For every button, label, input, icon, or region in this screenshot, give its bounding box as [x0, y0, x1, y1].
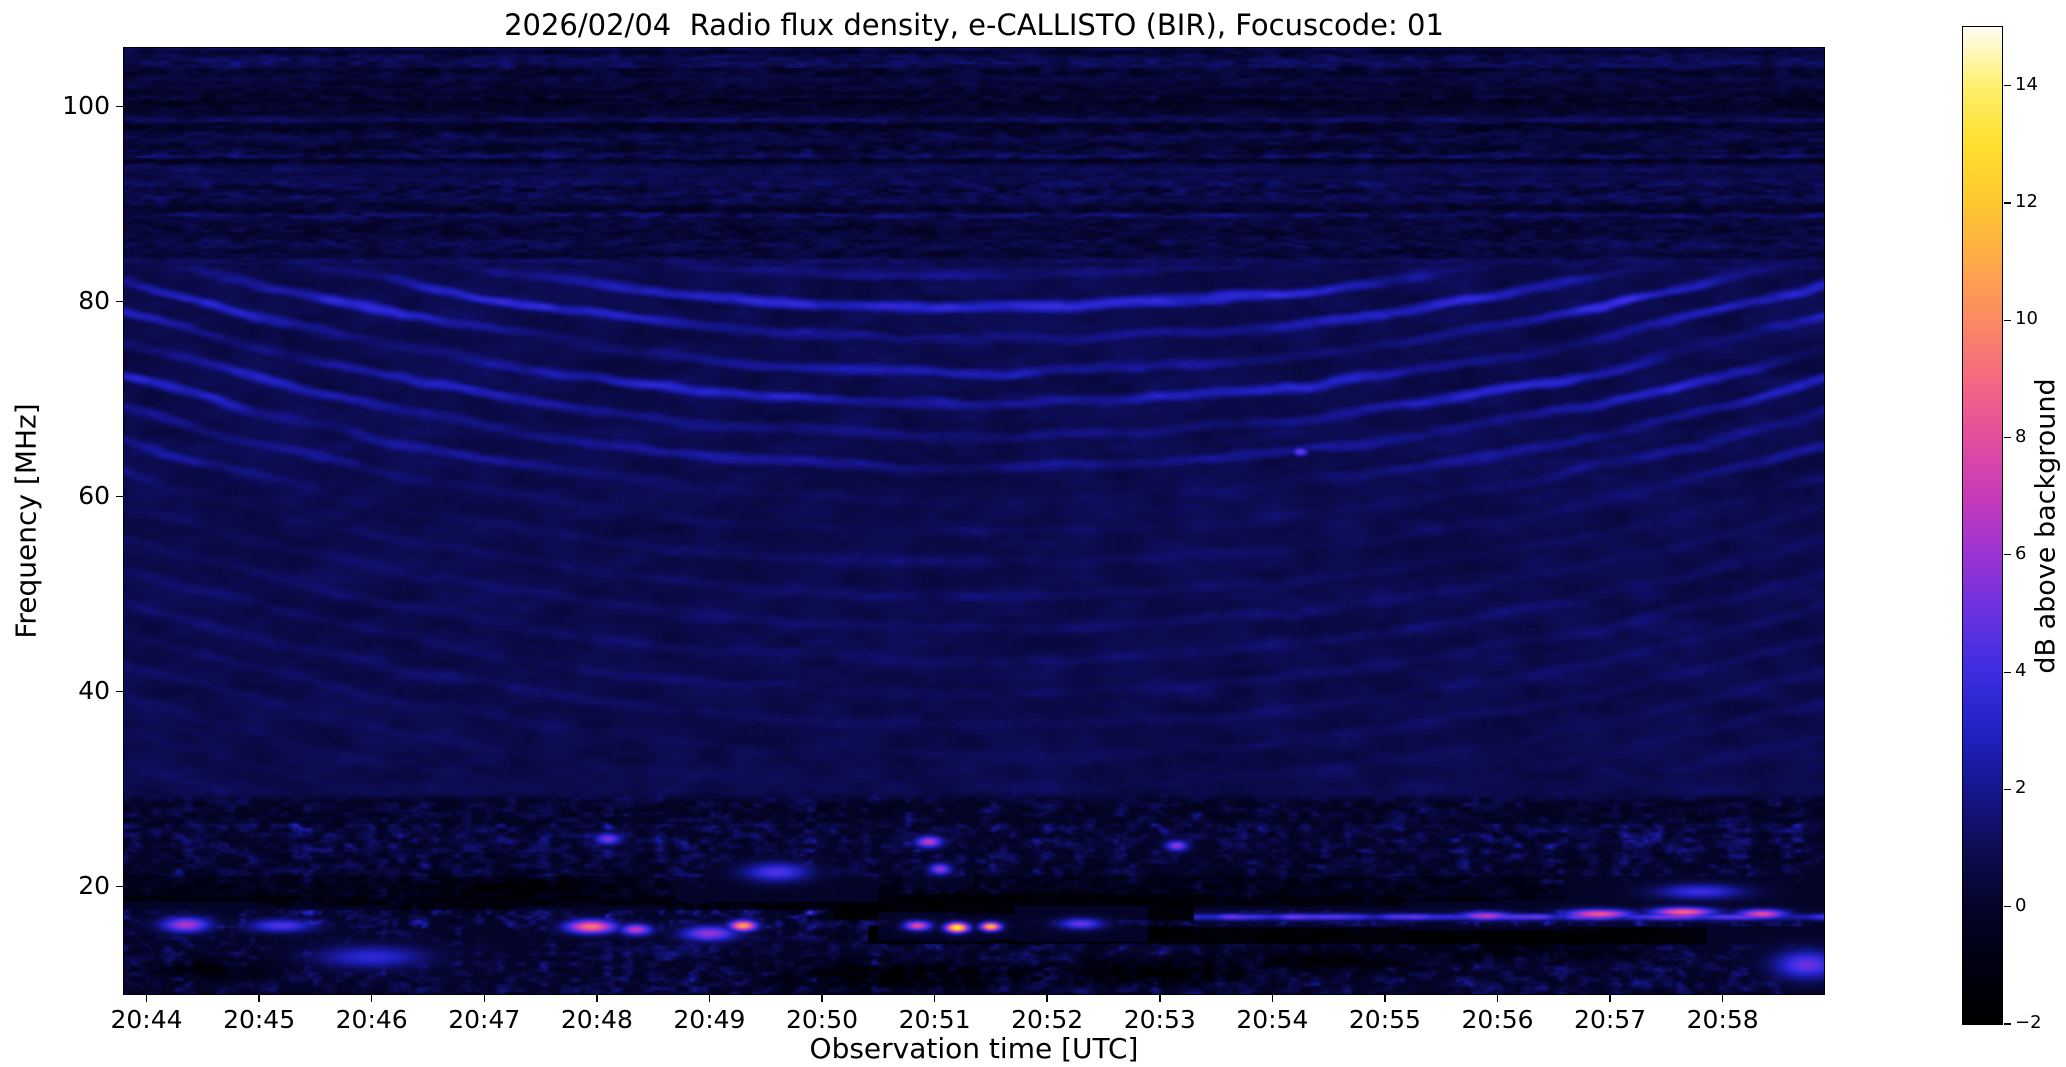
- y-tick-label: 40: [78, 675, 110, 705]
- x-tick-mark: [1721, 994, 1724, 1002]
- y-tick-mark: [116, 495, 124, 498]
- x-tick-mark: [1384, 994, 1386, 1002]
- colorbar-tick-mark: [2004, 788, 2011, 790]
- colorbar-tick-label: 0: [2015, 894, 2027, 916]
- y-tick-mark: [116, 885, 124, 888]
- colorbar-gradient: [1963, 27, 2002, 1024]
- y-tick-mark: [116, 105, 124, 108]
- x-tick-label: 20:53: [1123, 1005, 1196, 1034]
- x-tick-mark: [1159, 994, 1161, 1002]
- y-tick-label: 80: [78, 285, 110, 315]
- x-tick-mark: [1046, 994, 1048, 1002]
- x-tick-mark: [370, 994, 373, 1002]
- x-tick-label: 20:47: [448, 1005, 521, 1034]
- x-tick-mark: [258, 994, 260, 1002]
- x-tick-label: 20:48: [560, 1005, 633, 1034]
- colorbar-tick-mark: [2004, 1023, 2011, 1025]
- colorbar-frame: [1962, 26, 2003, 1025]
- x-tick-label: 20:46: [335, 1005, 408, 1034]
- colorbar-tick-mark: [2004, 671, 2011, 673]
- y-tick-label: 60: [78, 480, 110, 510]
- x-tick-label: 20:57: [1574, 1005, 1647, 1034]
- x-tick-mark: [483, 994, 485, 1002]
- y-tick-mark: [116, 300, 124, 303]
- x-tick-label: 20:44: [110, 1005, 183, 1034]
- x-tick-mark: [145, 994, 148, 1002]
- colorbar-tick-mark: [2004, 85, 2011, 87]
- x-tick-mark: [933, 994, 936, 1002]
- x-tick-label: 20:56: [1461, 1005, 1534, 1034]
- x-tick-mark: [708, 994, 711, 1002]
- x-tick-mark: [1609, 994, 1611, 1002]
- y-tick-mark: [116, 690, 124, 693]
- chart-title: 2026/02/04 Radio flux density, e-CALLIST…: [504, 8, 1444, 42]
- colorbar-tick-label: 10: [2015, 308, 2038, 330]
- x-tick-label: 20:50: [785, 1005, 859, 1034]
- y-axis-label: Frequency [MHz]: [9, 403, 43, 639]
- x-tick-mark: [821, 994, 823, 1002]
- x-tick-label: 20:52: [1011, 1005, 1084, 1034]
- colorbar-tick-mark: [2004, 319, 2011, 321]
- x-tick-label: 20:51: [898, 1005, 971, 1034]
- colorbar-tick-mark: [2004, 554, 2011, 556]
- y-tick-label: 100: [62, 90, 110, 120]
- colorbar-tick-label: 6: [2015, 542, 2027, 564]
- colorbar-tick-mark: [2004, 202, 2011, 204]
- colorbar-tick-mark: [2004, 906, 2011, 908]
- colorbar-tick-mark: [2004, 436, 2011, 439]
- colorbar-tick-label: −2: [2015, 1012, 2042, 1033]
- plot-area: [123, 47, 1825, 995]
- x-tick-mark: [1496, 994, 1499, 1002]
- x-tick-label: 20:45: [223, 1005, 296, 1034]
- x-tick-label: 20:55: [1348, 1005, 1421, 1034]
- x-axis-label: Observation time [UTC]: [809, 1032, 1139, 1065]
- colorbar-label: dB above background: [2030, 378, 2062, 674]
- colorbar-tick-label: 12: [2015, 190, 2038, 212]
- x-tick-label: 20:49: [673, 1005, 746, 1034]
- x-tick-mark: [596, 994, 598, 1002]
- colorbar-tick-label: 8: [2015, 425, 2027, 447]
- x-tick-label: 20:58: [1686, 1005, 1759, 1034]
- colorbar-tick-label: 4: [2015, 660, 2027, 682]
- colorbar-tick-label: 2: [2015, 777, 2027, 799]
- y-tick-label: 20: [78, 870, 110, 900]
- colorbar-tick-label: 14: [2015, 73, 2038, 95]
- x-tick-mark: [1271, 994, 1274, 1002]
- spectrogram-canvas: [124, 48, 1824, 994]
- x-tick-label: 20:54: [1236, 1005, 1309, 1034]
